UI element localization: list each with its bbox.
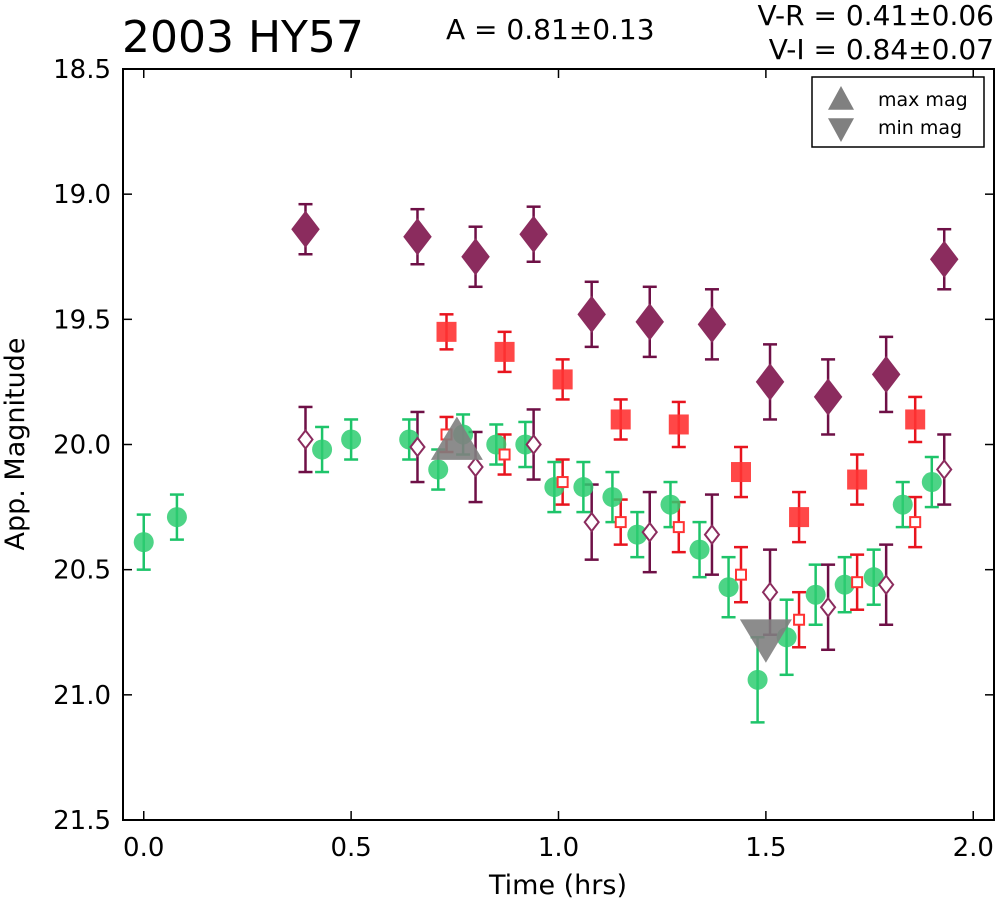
- filled-diamond-point: [929, 240, 959, 278]
- x-tick-label: 1.0: [538, 833, 579, 863]
- filled-circle-point: [133, 532, 154, 553]
- filled-square-point: [730, 462, 751, 483]
- filled-circle-point: [428, 459, 449, 480]
- filled-circle-point: [834, 574, 855, 595]
- filled-circle-point: [166, 507, 187, 528]
- filled-diamond-point: [403, 218, 432, 256]
- filled-square-point: [789, 507, 810, 528]
- filled-diamond-point: [813, 378, 843, 416]
- filled-diamond-point: [697, 305, 727, 343]
- y-axis-label: App. Magnitude: [0, 338, 31, 551]
- filled-circle-point: [341, 429, 362, 450]
- open-diamond-point: [583, 511, 600, 533]
- filled-circle-point: [573, 477, 594, 498]
- data-marks: [133, 202, 959, 724]
- x-tick-label: 1.5: [745, 833, 786, 863]
- y-tick-label: 21.5: [53, 806, 111, 836]
- filled-square-point: [847, 469, 868, 490]
- filled-square-point: [552, 369, 573, 390]
- filled-diamond-point: [755, 363, 785, 401]
- filled-circle-point: [312, 439, 333, 460]
- open-square-point: [793, 613, 806, 626]
- plot-frame: [122, 68, 995, 821]
- color-vr-label: V-R = 0.41±0.06: [757, 0, 994, 32]
- chart-title: 2003 HY57: [122, 12, 364, 63]
- filled-diamond-point: [461, 238, 490, 276]
- filled-diamond-point: [519, 215, 548, 253]
- filled-circle-point: [689, 539, 710, 560]
- amplitude-label: A = 0.81±0.13: [446, 13, 655, 46]
- filled-diamond-point: [871, 355, 901, 394]
- min-mag-marker: [739, 619, 792, 663]
- filled-square-point: [668, 414, 689, 435]
- axis-ticks: 0.0 0.5 1.0 1.5 2.0 18.5 19.0 19.5 20.0 20.5 21.0 2…: [53, 55, 994, 863]
- legend-label: min mag: [878, 117, 962, 139]
- open-diamond-point: [641, 521, 659, 543]
- filled-circle-point: [747, 669, 768, 690]
- open-square-point: [498, 448, 511, 461]
- filled-circle-point: [627, 524, 648, 545]
- filled-circle-point: [863, 567, 884, 588]
- filled-diamond-point: [291, 210, 320, 248]
- x-axis-label: Time (hrs): [488, 870, 627, 900]
- x-tick-label: 2.0: [953, 833, 994, 863]
- filled-circle-point: [921, 472, 942, 493]
- filled-circle-point: [805, 584, 826, 605]
- open-diamond-point: [297, 428, 314, 451]
- y-tick-label: 19.0: [53, 180, 111, 210]
- extrema-marks: [430, 416, 792, 663]
- filled-square-point: [436, 321, 457, 342]
- legend: max mag min mag: [811, 76, 985, 148]
- filled-square-point: [905, 409, 926, 430]
- filled-diamond-point: [635, 303, 665, 341]
- open-diamond-point: [525, 433, 542, 456]
- open-diamond-point: [467, 456, 484, 478]
- filled-square-point: [494, 341, 515, 362]
- open-square-point: [556, 476, 569, 489]
- open-diamond-point: [761, 581, 779, 603]
- max-mag-marker: [430, 416, 483, 460]
- x-tick-label: 0.5: [330, 833, 371, 863]
- filled-circle-point: [602, 487, 623, 508]
- y-tick-label: 18.5: [53, 55, 111, 85]
- filled-square-point: [610, 409, 631, 430]
- open-diamond-point: [877, 574, 895, 596]
- filled-circle-point: [718, 577, 739, 598]
- y-tick-label: 20.0: [53, 431, 111, 461]
- open-diamond-point: [935, 458, 953, 481]
- open-square-point: [614, 516, 627, 529]
- filled-circle-point: [892, 494, 913, 515]
- y-tick-label: 21.0: [53, 681, 111, 711]
- open-diamond-point: [819, 596, 837, 618]
- y-tick-label: 19.5: [53, 305, 111, 335]
- open-diamond-point: [409, 436, 426, 458]
- x-tick-label: 0.0: [123, 833, 164, 863]
- open-square-point: [672, 521, 685, 534]
- open-square-point: [734, 568, 747, 581]
- filled-circle-point: [660, 494, 681, 515]
- open-square-point: [851, 576, 864, 589]
- legend-label: max mag: [878, 89, 968, 111]
- legend-marker: [828, 118, 854, 142]
- filled-diamond-point: [577, 295, 606, 333]
- open-square-point: [909, 516, 922, 529]
- legend-marker: [828, 86, 854, 110]
- y-tick-label: 20.5: [53, 556, 111, 586]
- open-diamond-point: [703, 523, 721, 546]
- color-vi-label: V-I = 0.84±0.07: [768, 33, 994, 66]
